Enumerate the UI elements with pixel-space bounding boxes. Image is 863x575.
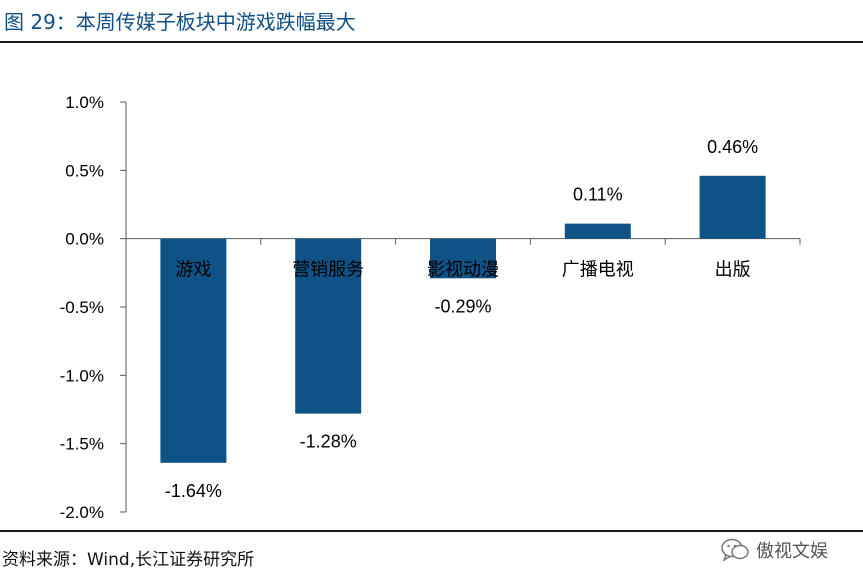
category-labels: 游戏 营销服务 影视动漫 广播电视 出版 [175, 260, 750, 281]
bar [160, 238, 227, 463]
y-tick-label: -0.5% [60, 298, 104, 317]
bar [699, 175, 766, 239]
y-tick-label: -1.0% [60, 366, 104, 385]
source-note: 资料来源：Wind,长江证券研究所 [2, 550, 255, 570]
y-tick-label: -1.5% [60, 435, 104, 454]
bar-chart: 1.0% 0.5% 0.0% -0.5% -1.0% -1.5% -2.0% 游戏 营销服务 影… [60, 93, 801, 522]
bars [160, 175, 766, 463]
category-label: 营销服务 [292, 260, 364, 281]
category-label: 影视动漫 [427, 260, 499, 281]
y-tick-label: -2.0% [60, 503, 104, 522]
figure-title: 图 29：本周传媒子板块中游戏跌幅最大 [4, 10, 356, 34]
data-label: -1.28% [300, 432, 357, 452]
category-label: 游戏 [175, 260, 211, 281]
bar [564, 223, 631, 239]
category-label: 广播电视 [562, 260, 634, 281]
y-axis: 1.0% 0.5% 0.0% -0.5% -1.0% -1.5% -2.0% [60, 93, 127, 522]
data-label: 0.46% [707, 137, 758, 157]
y-tick-label: 0.5% [65, 161, 104, 180]
y-tick-label: 1.0% [65, 93, 104, 112]
category-label: 出版 [715, 260, 751, 281]
data-label: 0.11% [573, 185, 623, 205]
top-rule [0, 41, 863, 43]
bar [295, 238, 362, 414]
bar [430, 238, 496, 279]
data-label: -0.29% [434, 296, 491, 316]
data-label: -1.64% [165, 481, 222, 501]
watermark: 傲视文娱 [720, 530, 860, 570]
bottom-rule [0, 530, 863, 532]
y-tick-label: 0.0% [65, 230, 104, 249]
data-labels: -1.64% -1.28% -0.29% 0.11% 0.46% [165, 137, 758, 501]
wechat-icon [721, 538, 749, 562]
watermark-text: 傲视文娱 [756, 541, 828, 562]
